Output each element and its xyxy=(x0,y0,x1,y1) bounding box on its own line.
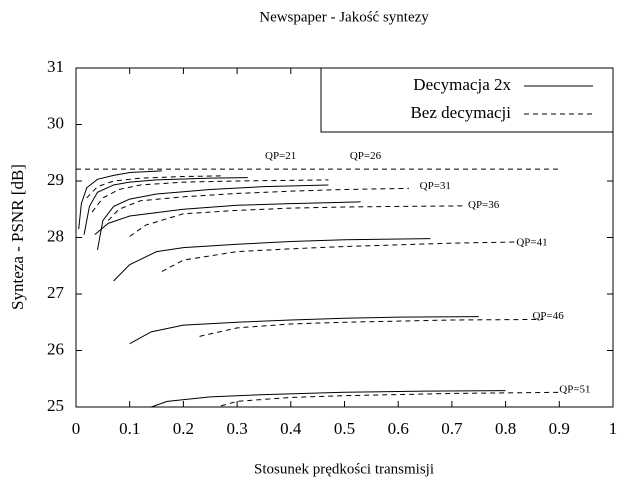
x-tick-label: 1 xyxy=(609,419,618,438)
series-line xyxy=(83,177,248,235)
x-tick-label: 0.8 xyxy=(495,419,516,438)
series-line xyxy=(129,205,463,237)
series-line xyxy=(129,316,479,345)
x-tick-label: 0.1 xyxy=(119,419,140,438)
x-axis-label: Stosunek prędkości transmisji xyxy=(254,461,434,477)
y-tick-label: 27 xyxy=(47,283,65,302)
series-line xyxy=(107,187,409,221)
x-tick-label: 0.9 xyxy=(549,419,570,438)
series-line xyxy=(86,175,221,199)
annotation: QP=41 xyxy=(516,237,547,249)
x-tick-label: 0.3 xyxy=(226,419,247,438)
x-tick-label: 0.7 xyxy=(441,419,463,438)
y-tick-label: 26 xyxy=(47,339,64,358)
y-tick-label: 29 xyxy=(47,170,64,189)
y-axis-label: Synteza - PSNR [dB] xyxy=(8,164,27,310)
y-tick-label: 30 xyxy=(47,113,64,132)
y-tick-label: 31 xyxy=(47,57,64,76)
annotation: QP=31 xyxy=(420,180,451,192)
annotation: QP=21 xyxy=(265,150,296,162)
annotation: QP=36 xyxy=(468,199,500,211)
series-line xyxy=(78,170,162,230)
series-line xyxy=(113,238,431,282)
series-line xyxy=(161,241,517,272)
legend-label: Bez decymacji xyxy=(410,103,511,122)
series-line xyxy=(199,318,544,337)
chart-title: Newspaper - Jakość syntezy xyxy=(259,9,429,25)
y-tick-label: 25 xyxy=(47,396,64,415)
legend-label: Decymacja 2x xyxy=(413,75,511,94)
y-tick-label: 28 xyxy=(47,226,64,245)
series-line xyxy=(91,179,329,213)
x-tick-label: 0.5 xyxy=(334,419,355,438)
series-line xyxy=(96,184,329,251)
annotation: QP=46 xyxy=(532,310,564,322)
series-line xyxy=(151,390,506,408)
x-tick-label: 0.6 xyxy=(388,419,409,438)
x-tick-label: 0.4 xyxy=(280,419,302,438)
legend-box xyxy=(320,67,614,133)
series-line xyxy=(94,201,361,236)
annotation: QP=51 xyxy=(559,384,590,396)
annotation: QP=26 xyxy=(350,150,382,162)
x-tick-label: 0.2 xyxy=(173,419,194,438)
x-tick-label: 0 xyxy=(72,419,81,438)
